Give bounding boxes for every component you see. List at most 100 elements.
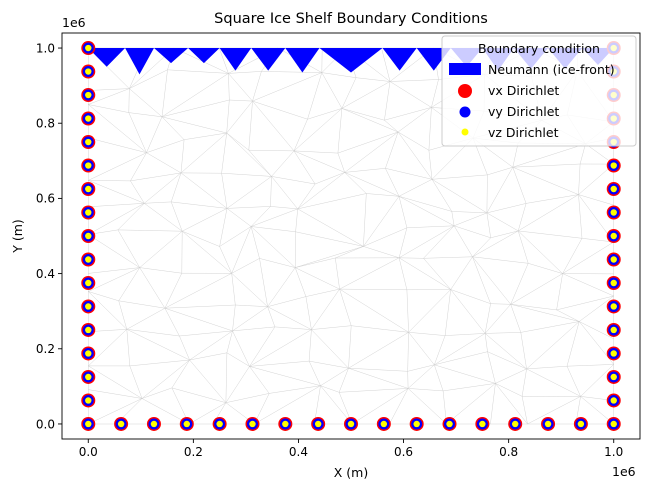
dirichlet-node	[606, 252, 621, 267]
x-axis-label: X (m)	[334, 465, 368, 480]
vz-marker	[380, 420, 388, 428]
vz-marker	[610, 397, 617, 404]
dirichlet-node	[81, 64, 96, 79]
vz-marker	[479, 420, 486, 428]
neumann-triangle	[219, 48, 252, 71]
legend-title: Boundary condition	[478, 41, 600, 56]
vz-marker	[85, 350, 92, 357]
dirichlet-node	[278, 416, 293, 431]
dirichlet-node	[81, 299, 96, 314]
y-tick-label: 0.2	[36, 342, 55, 356]
dirichlet-node	[114, 416, 129, 431]
dirichlet-node	[606, 158, 621, 173]
vz-marker	[85, 397, 92, 404]
legend-entry-neumann: Neumann (ice-front)	[449, 62, 615, 77]
dirichlet-node	[508, 416, 523, 431]
x-tick-label: 0.6	[394, 445, 413, 459]
dirichlet-node	[81, 229, 96, 243]
vz-marker	[85, 209, 92, 216]
vz-marker	[282, 420, 289, 428]
dirichlet-node	[606, 205, 621, 220]
vz-marker	[85, 185, 92, 193]
vz-marker	[544, 420, 552, 428]
dirichlet-node	[81, 416, 96, 431]
vz-marker	[85, 68, 92, 75]
dirichlet-node	[606, 182, 621, 197]
y-tick-label: 1.0	[36, 41, 55, 55]
neumann-triangle	[188, 48, 220, 64]
vz-marker	[610, 232, 617, 240]
dirichlet-node	[409, 416, 424, 431]
legend-entry-vz: vz Dirichlet	[461, 125, 559, 140]
vz-marker	[150, 420, 158, 428]
neumann-triangle	[319, 48, 383, 73]
legend-vy-label: vy Dirichlet	[488, 104, 559, 119]
vz-marker	[446, 420, 453, 428]
neumann-triangle	[88, 48, 126, 67]
dirichlet-node	[179, 416, 194, 431]
dirichlet-node	[81, 252, 96, 267]
dirichlet-node	[146, 416, 161, 431]
vz-marker	[85, 279, 92, 287]
neumann-triangle	[285, 48, 320, 73]
legend-neumann-swatch	[449, 63, 481, 75]
legend-box	[441, 35, 637, 147]
dirichlet-node	[245, 416, 260, 431]
dirichlet-node	[606, 229, 621, 243]
dirichlet-node	[606, 322, 621, 337]
x-tick-label: 0.4	[289, 445, 308, 459]
vz-marker	[577, 420, 585, 428]
y-tick-label: 0.6	[36, 192, 55, 206]
vz-marker	[413, 420, 420, 428]
vz-marker	[183, 420, 190, 428]
dirichlet-node	[81, 88, 96, 103]
x-offset-label: 1e6	[612, 464, 636, 479]
legend-vz-marker	[461, 128, 469, 136]
vz-marker	[85, 326, 92, 334]
chart-title: Square Ice Shelf Boundary Conditions	[214, 11, 488, 27]
legend-vx-label: vx Dirichlet	[488, 83, 559, 98]
vz-marker	[85, 303, 92, 310]
dirichlet-node	[606, 416, 621, 431]
vz-marker	[249, 420, 256, 428]
dirichlet-node	[606, 275, 621, 290]
dirichlet-node	[81, 393, 96, 408]
dirichlet-node	[81, 346, 96, 361]
vz-marker	[610, 256, 617, 263]
vz-marker	[85, 420, 92, 428]
dirichlet-node	[81, 158, 96, 173]
y-offset-label: 1e6	[62, 15, 86, 30]
dirichlet-node	[81, 322, 96, 337]
dirichlet-node	[606, 299, 621, 314]
vz-marker	[610, 373, 617, 381]
vz-marker	[85, 44, 92, 52]
dirichlet-node	[81, 111, 96, 126]
x-tick-label: 1.0	[604, 445, 623, 459]
dirichlet-node	[541, 416, 556, 431]
dirichlet-node	[573, 416, 588, 431]
vz-marker	[610, 279, 617, 287]
plot-frame	[61, 32, 641, 440]
vz-marker	[85, 115, 92, 122]
vz-marker	[610, 185, 617, 193]
legend-entry-vx: vx Dirichlet	[458, 83, 559, 98]
vz-marker	[216, 420, 223, 428]
dirichlet-node	[212, 416, 227, 431]
vz-marker	[610, 420, 617, 428]
vz-marker	[117, 420, 125, 428]
dirichlet-node	[81, 205, 96, 220]
dirichlet-node	[475, 416, 490, 431]
legend-vx-marker	[458, 84, 472, 98]
vz-marker	[610, 162, 617, 169]
x-tick-label: 0.0	[79, 445, 98, 459]
dirichlet-node	[606, 369, 621, 384]
dirichlet-node	[81, 369, 96, 384]
vz-marker	[610, 350, 617, 357]
neumann-triangle	[154, 48, 189, 64]
vz-marker	[85, 373, 92, 381]
vz-marker	[610, 326, 617, 334]
neumann-triangle	[125, 48, 154, 75]
y-tick-label: 0.8	[36, 117, 55, 131]
y-axis-label: Y (m)	[10, 219, 25, 254]
y-tick-label: 0.4	[36, 267, 55, 281]
